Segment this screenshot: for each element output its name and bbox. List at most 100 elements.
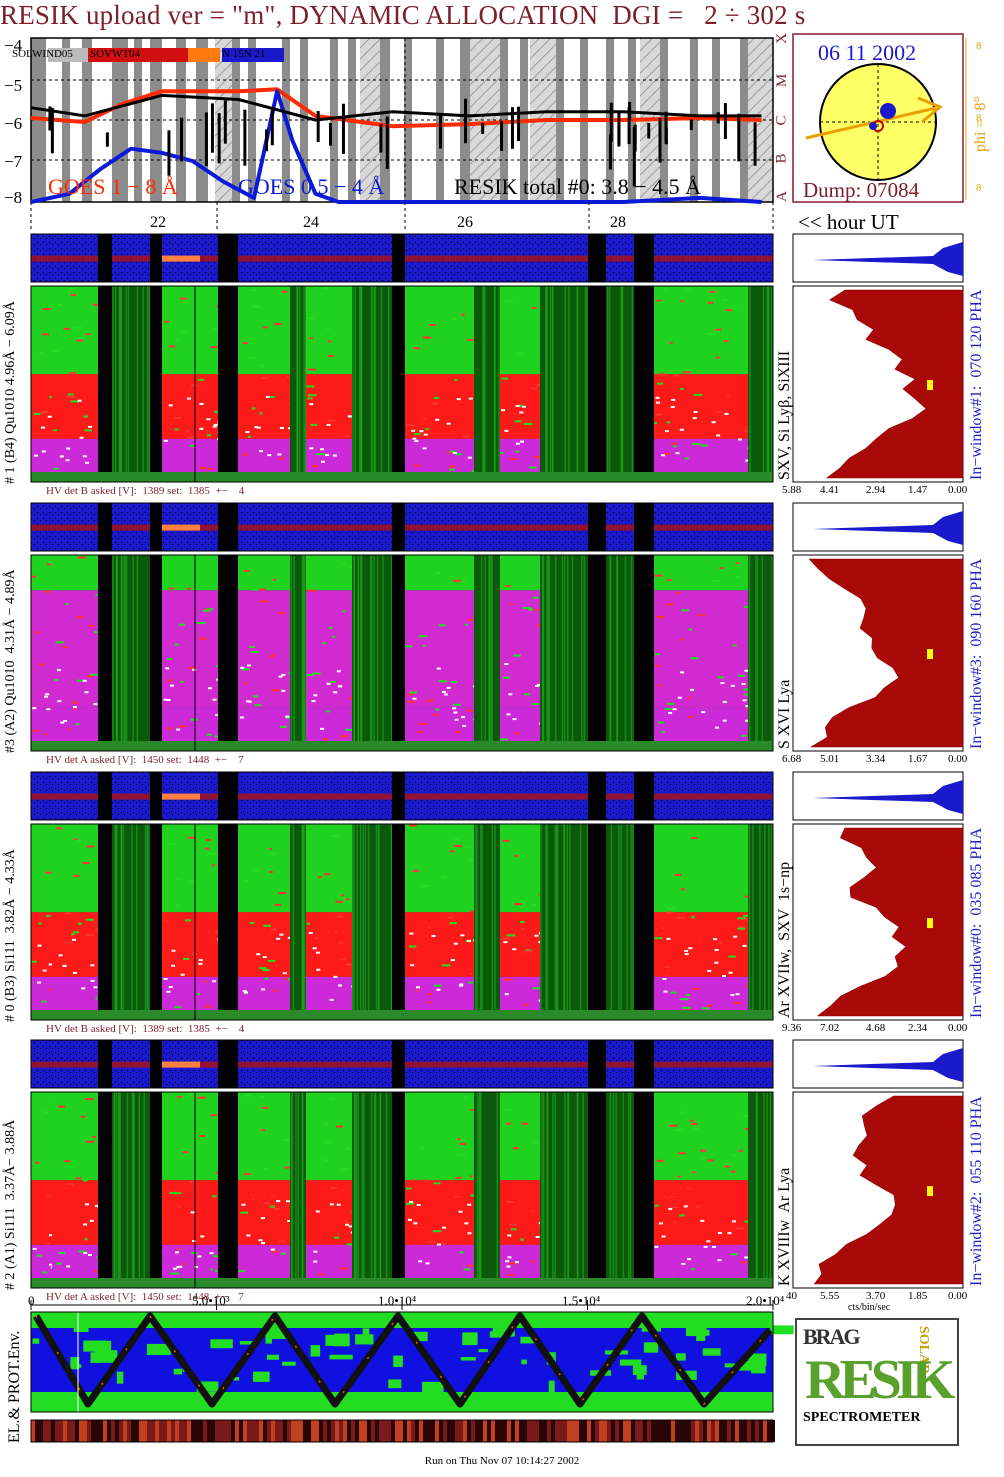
satellite-position bbox=[880, 103, 896, 119]
spectrogram-noise bbox=[521, 928, 525, 931]
spectrogram-spark bbox=[683, 1205, 688, 1208]
spectrum-unit: cts/bin/sec bbox=[848, 1302, 891, 1313]
spectrogram-noise bbox=[264, 977, 269, 980]
spectrogram-noise bbox=[679, 388, 684, 391]
channel-left-label: # 2 (A1) Si111 3.37Å− 3.88Å bbox=[3, 1119, 18, 1290]
spectrogram-spark bbox=[336, 670, 341, 673]
dose-strip-cell bbox=[295, 1420, 299, 1442]
spectrogram-noise bbox=[513, 903, 523, 906]
spectrogram-noise bbox=[658, 373, 666, 376]
spectrogram-spark bbox=[506, 713, 511, 716]
dose-strip-cell bbox=[211, 1420, 215, 1442]
spectrum-tick: 3.70 bbox=[866, 1290, 886, 1302]
sun-panel bbox=[792, 33, 967, 203]
line-identification-label: S XVI Lya bbox=[776, 679, 793, 749]
dose-strip-cell bbox=[235, 1420, 239, 1442]
spectrogram-streak bbox=[359, 824, 362, 1020]
spectrogram-spark bbox=[512, 718, 517, 721]
dose-strip-cell bbox=[543, 1420, 547, 1442]
spectrogram-streak bbox=[764, 824, 766, 1020]
spectrogram-streak bbox=[125, 286, 127, 482]
spectrogram-noise bbox=[315, 453, 325, 456]
dose-strip-cell bbox=[375, 1420, 379, 1442]
env-panel bbox=[30, 1300, 794, 1443]
spectrogram-noise bbox=[733, 1001, 741, 1004]
dose-strip-cell bbox=[591, 1420, 595, 1442]
env-blob bbox=[422, 1381, 444, 1395]
spectrogram-streak bbox=[491, 555, 493, 751]
spectrogram-noise bbox=[470, 1194, 477, 1197]
spectrum-profile bbox=[813, 1095, 964, 1285]
legend-goes-1-8: GOES 1 − 8 Å bbox=[48, 174, 178, 199]
spectrogram-noise bbox=[536, 624, 542, 627]
spectrogram-streak bbox=[478, 1092, 480, 1288]
dose-strip-cell bbox=[71, 1420, 75, 1442]
spectrogram-noise bbox=[513, 654, 521, 657]
spectrogram-noise bbox=[427, 992, 432, 995]
spectrogram-noise bbox=[409, 824, 417, 827]
spectrogram-upper bbox=[52, 286, 98, 375]
dose-strip-cell bbox=[51, 1420, 55, 1442]
spectrogram-noise bbox=[719, 567, 724, 570]
spectrogram-spark bbox=[508, 693, 513, 696]
spectrogram-spark bbox=[738, 438, 743, 441]
spectrogram-streak bbox=[136, 286, 139, 482]
spectrogram-noise bbox=[742, 914, 752, 917]
spectrogram-noise bbox=[311, 465, 319, 468]
spectrogram-streak bbox=[546, 286, 548, 482]
spectrum-tick: 1.85 bbox=[908, 1290, 928, 1302]
spectrogram-upper bbox=[405, 1092, 474, 1181]
spectrogram-streak bbox=[373, 1092, 376, 1288]
dose-strip-cell bbox=[155, 1420, 159, 1442]
spectrogram-noise bbox=[687, 715, 694, 718]
spectrogram-gap bbox=[634, 286, 654, 482]
spectrogram-spark bbox=[313, 694, 318, 697]
spectrogram-spark bbox=[460, 934, 465, 937]
spectrogram-spark bbox=[504, 663, 509, 666]
spectrogram-spark bbox=[461, 716, 466, 719]
spectrogram-noise bbox=[325, 1141, 332, 1144]
strip-gap bbox=[218, 772, 238, 820]
spectrogram-noise bbox=[67, 393, 74, 396]
spectrogram-noise bbox=[412, 1221, 417, 1224]
spectrogram-noise bbox=[737, 674, 746, 677]
spectrogram-noise bbox=[330, 680, 336, 683]
spectrogram-spark bbox=[77, 399, 82, 402]
spectrogram-streak bbox=[569, 824, 571, 1020]
env-blob bbox=[253, 1371, 270, 1382]
spectrogram-spark bbox=[186, 397, 191, 400]
spectrogram-mid bbox=[306, 912, 352, 977]
spectrogram-spark bbox=[693, 411, 698, 414]
spectrogram-noise bbox=[31, 960, 37, 963]
spectrogram-streak bbox=[491, 824, 493, 1020]
dose-strip-cell bbox=[411, 1420, 415, 1442]
spectrum-tick: 0.00 bbox=[948, 484, 968, 496]
spectrogram-gap bbox=[392, 1092, 405, 1288]
spectrogram-noise bbox=[699, 1157, 706, 1160]
spectrogram-mid bbox=[238, 374, 290, 439]
spectrogram-spark bbox=[168, 404, 173, 407]
spectrogram-noise bbox=[72, 931, 80, 934]
spectrogram-spark bbox=[462, 724, 467, 727]
phi-tick: 8 bbox=[976, 112, 982, 124]
env-blob bbox=[329, 1354, 353, 1360]
dose-strip-cell bbox=[359, 1420, 363, 1442]
spectrogram-streak bbox=[768, 824, 770, 1020]
spectrogram-gap bbox=[634, 1092, 654, 1288]
spectrogram-noise bbox=[736, 576, 742, 579]
spectrogram-noise bbox=[737, 927, 746, 930]
spectrogram-noise bbox=[44, 1242, 51, 1245]
dose-strip-cell bbox=[675, 1420, 679, 1442]
spectrogram-noise bbox=[186, 436, 194, 439]
goes-class-tick: A bbox=[773, 191, 790, 202]
spectrogram-noise bbox=[84, 1098, 94, 1101]
spectrogram-streak bbox=[549, 286, 552, 482]
spectrogram-noise bbox=[191, 1252, 198, 1255]
spectrogram-spark bbox=[254, 426, 259, 429]
spectrogram-foot bbox=[31, 1010, 773, 1020]
spectrogram-noise bbox=[68, 1165, 76, 1168]
spectrogram-noise bbox=[259, 600, 269, 603]
spectrogram-noise bbox=[337, 896, 341, 899]
spectrogram-noise bbox=[259, 412, 263, 415]
spectrogram-spark bbox=[313, 1260, 318, 1263]
